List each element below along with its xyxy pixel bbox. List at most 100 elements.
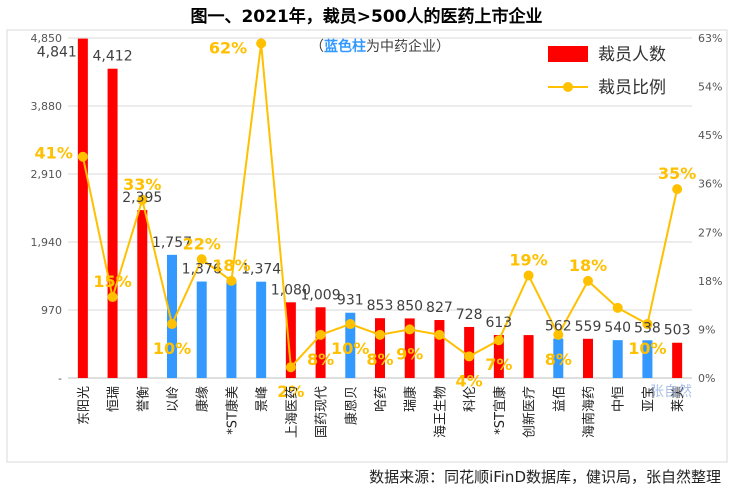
category-label-20: 莱美 [671,386,686,412]
category-label-11: 瑞康 [403,386,419,412]
bar-label-9: 931 [337,293,364,309]
ratio-label-2: 33% [123,175,161,194]
bar-17 [583,338,593,378]
right-tick-label: 63% [698,32,722,45]
legend-bar-swatch [548,46,588,62]
bar-0 [77,38,88,379]
ratio-point-2 [137,194,148,205]
ratio-label-3: 10% [153,339,191,358]
category-label-0: 东阳光 [77,386,92,425]
bar-label-3: 1,757 [152,235,192,251]
category-label-4: 康缘 [195,386,211,412]
ratio-label-16: 8% [545,350,572,369]
ratio-point-13 [464,351,475,362]
bar-1 [107,68,118,379]
ratio-point-12 [434,329,445,340]
ratio-label-4: 22% [183,234,221,253]
ratio-label-20: 35% [658,164,696,183]
category-label-1: 恒瑞 [107,386,122,412]
ratio-point-7 [285,362,296,373]
chart-title: 图一、2021年，裁员>500人的医药上市企业 [190,7,543,27]
watermark: 张自然 [650,383,692,400]
annotation-part: （ [310,39,324,55]
ratio-label-13: 4% [456,371,483,390]
category-label-9: 康恩贝 [343,386,359,425]
category-label-6: 景峰 [255,386,270,412]
bar-3 [167,254,177,378]
bar-label-17: 559 [575,319,602,335]
legend-line-label: 裁员比例 [598,78,666,98]
bar-18 [612,340,623,378]
ratio-label-17: 18% [569,256,607,275]
bar-4 [196,281,207,378]
ratio-point-4 [196,254,207,265]
annotation-part: 为中药企业） [366,38,450,55]
bar-label-2: 2,395 [122,190,162,206]
category-label-15: 创新医疗 [522,386,538,438]
bar-9 [345,312,356,378]
ratio-label-5: 18% [212,256,250,275]
left-tick-label: 1,940 [31,236,63,249]
left-tick-label: 3,880 [31,100,63,113]
ratio-point-1 [107,292,118,303]
ratio-label-1: 15% [93,272,131,291]
ratio-point-17 [583,275,593,286]
category-label-16: 益佰 [552,386,567,412]
bar-15 [523,335,534,378]
bar-label-4: 1,376 [182,262,222,278]
left-tick-label: - [58,372,62,385]
right-tick-label: 0% [698,372,715,385]
category-label-13: 科伦 [463,386,478,412]
annotation-part: 蓝色柱 [324,38,366,55]
bar-label-12: 827 [426,300,453,316]
right-tick-label: 9% [698,323,715,336]
category-label-8: 国药现代 [315,386,330,438]
category-label-17: 海南海药 [581,386,597,438]
category-label-18: 中恒 [612,386,627,412]
category-label-19: 亚宝 [641,386,656,412]
bar-label-7: 1,080 [271,282,311,298]
chart-border [6,29,728,463]
bar-8 [315,307,326,378]
bar-label-8: 1,009 [301,287,341,303]
ratio-label-7: 2% [277,382,304,401]
bar-16 [553,338,564,378]
bar-11 [404,318,415,378]
bar-label-14: 613 [485,315,512,331]
bar-12 [434,320,445,378]
ratio-label-11: 9% [396,344,423,363]
bar-label-11: 850 [396,298,423,314]
bar-19 [642,340,653,378]
bar-7 [285,302,296,378]
ratio-point-5 [226,275,237,286]
right-tick-label: 27% [698,226,722,239]
ratio-label-8: 8% [307,350,334,369]
category-label-3: 以岭 [166,386,181,412]
ratio-point-3 [167,319,177,330]
right-tick-label: 45% [698,129,722,142]
bar-label-16: 562 [545,319,572,335]
category-label-10: 哈药 [374,386,389,412]
legend-line-marker [563,82,573,92]
ratio-point-14 [493,335,504,346]
data-source: 数据来源：同花顺iFinD数据库，健识局，张自然整理 [369,468,721,486]
right-tick-label: 18% [698,275,722,288]
annotation-text: （蓝色柱为中药企业） [310,38,450,55]
left-tick-label: 4,850 [31,32,63,45]
ratio-point-11 [404,324,415,335]
left-tick-label: 970 [41,304,62,317]
category-label-5: *ST康美 [224,386,240,435]
bar-20 [672,342,683,378]
category-label-12: 海王生物 [433,386,448,438]
bar-5 [226,281,237,378]
ratio-label-6: 62% [209,38,247,57]
bar-label-13: 728 [456,307,483,323]
bar-10 [375,318,385,378]
bar-6 [256,281,267,378]
bar-label-0: 4,841 [37,45,77,61]
ratio-point-18 [612,302,623,313]
bar-label-6: 1,374 [241,262,281,278]
bar-label-18: 540 [604,320,631,336]
ratio-label-15: 19% [509,250,547,269]
